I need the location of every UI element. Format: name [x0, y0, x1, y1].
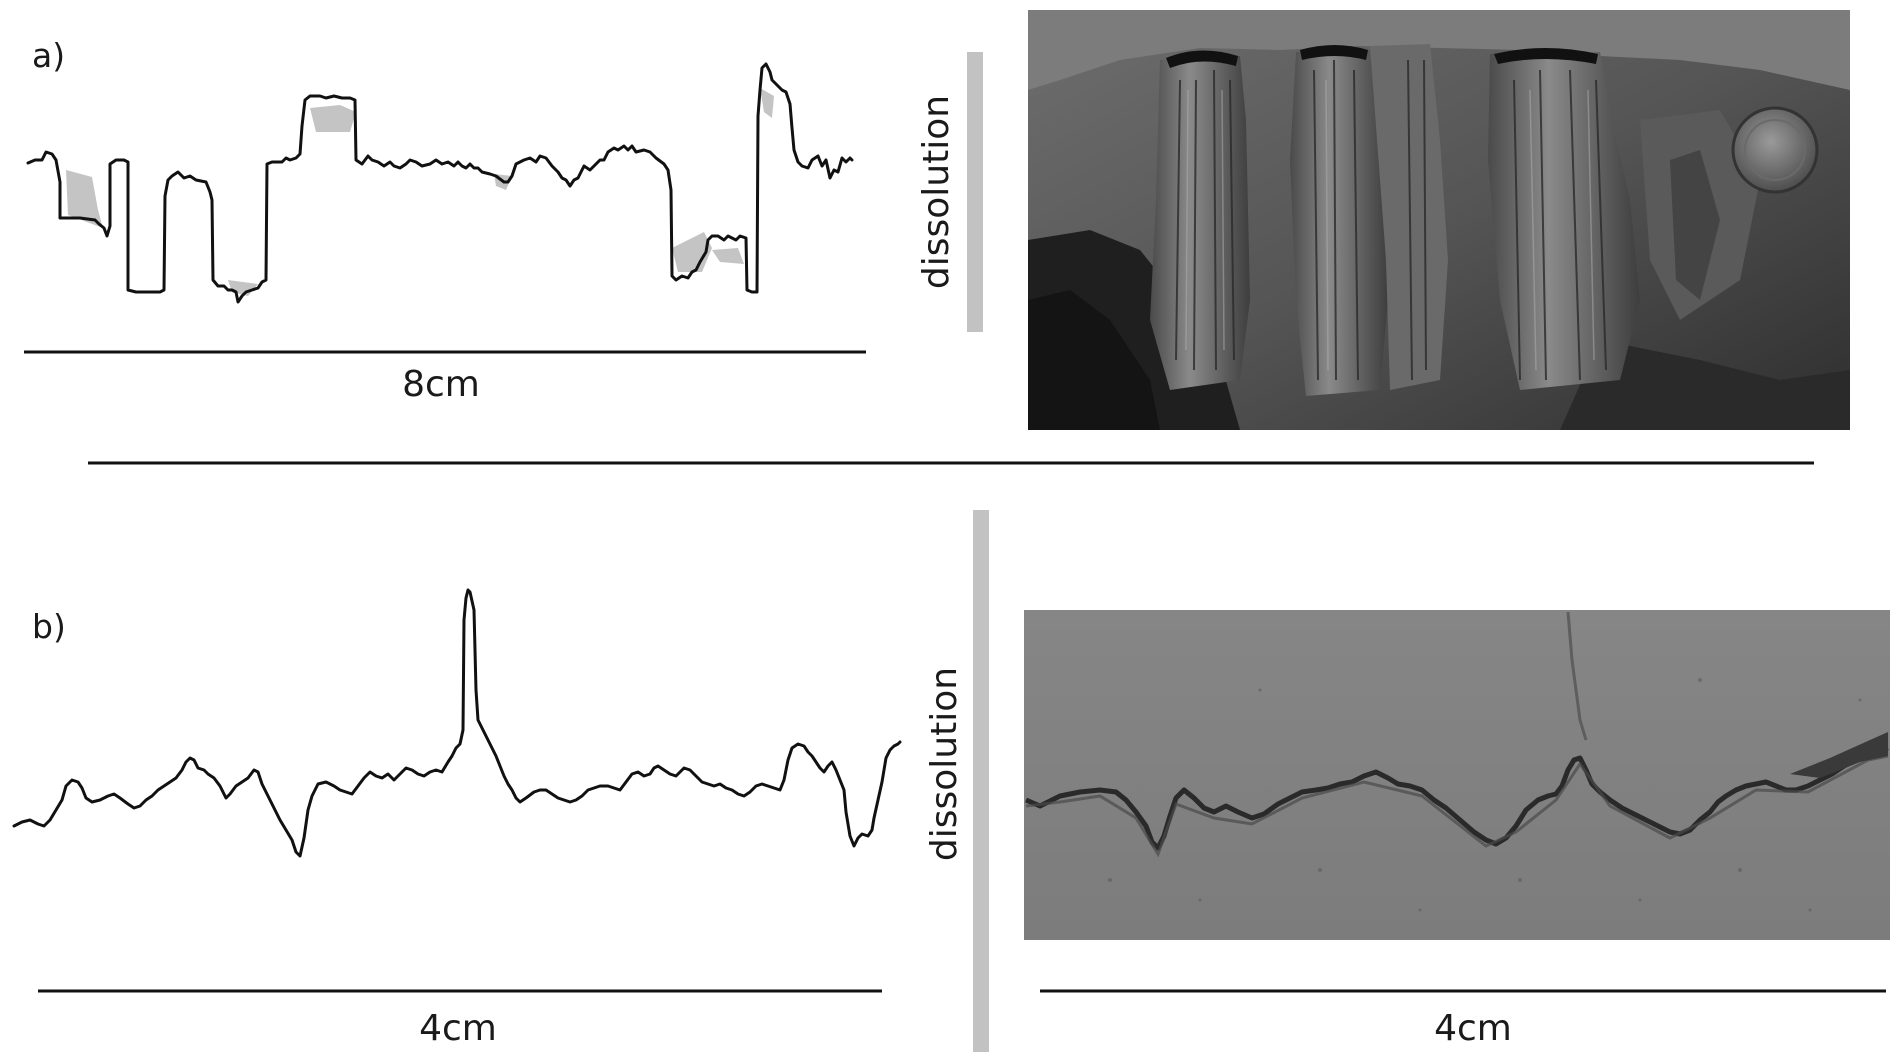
- panel-a-stylolite-profile: [26, 62, 854, 304]
- panel-a-scale-label: 8cm: [402, 364, 480, 405]
- panel-a-photo: [1028, 10, 1850, 430]
- panel-a-label: a): [32, 36, 65, 75]
- panel-a-dissolution-shading: [66, 88, 774, 296]
- panel-b-label: b): [32, 607, 66, 646]
- panel-b-photo: [1024, 610, 1890, 940]
- panel-b-stylolite-profile: [12, 588, 902, 858]
- panel-a-dissolution-label: dissolution: [916, 95, 957, 289]
- panel-b-scale-label-right: 4cm: [1434, 1008, 1512, 1049]
- panel-b-dissolution-label: dissolution: [924, 667, 965, 861]
- panel-b-scale-label-left: 4cm: [419, 1008, 497, 1049]
